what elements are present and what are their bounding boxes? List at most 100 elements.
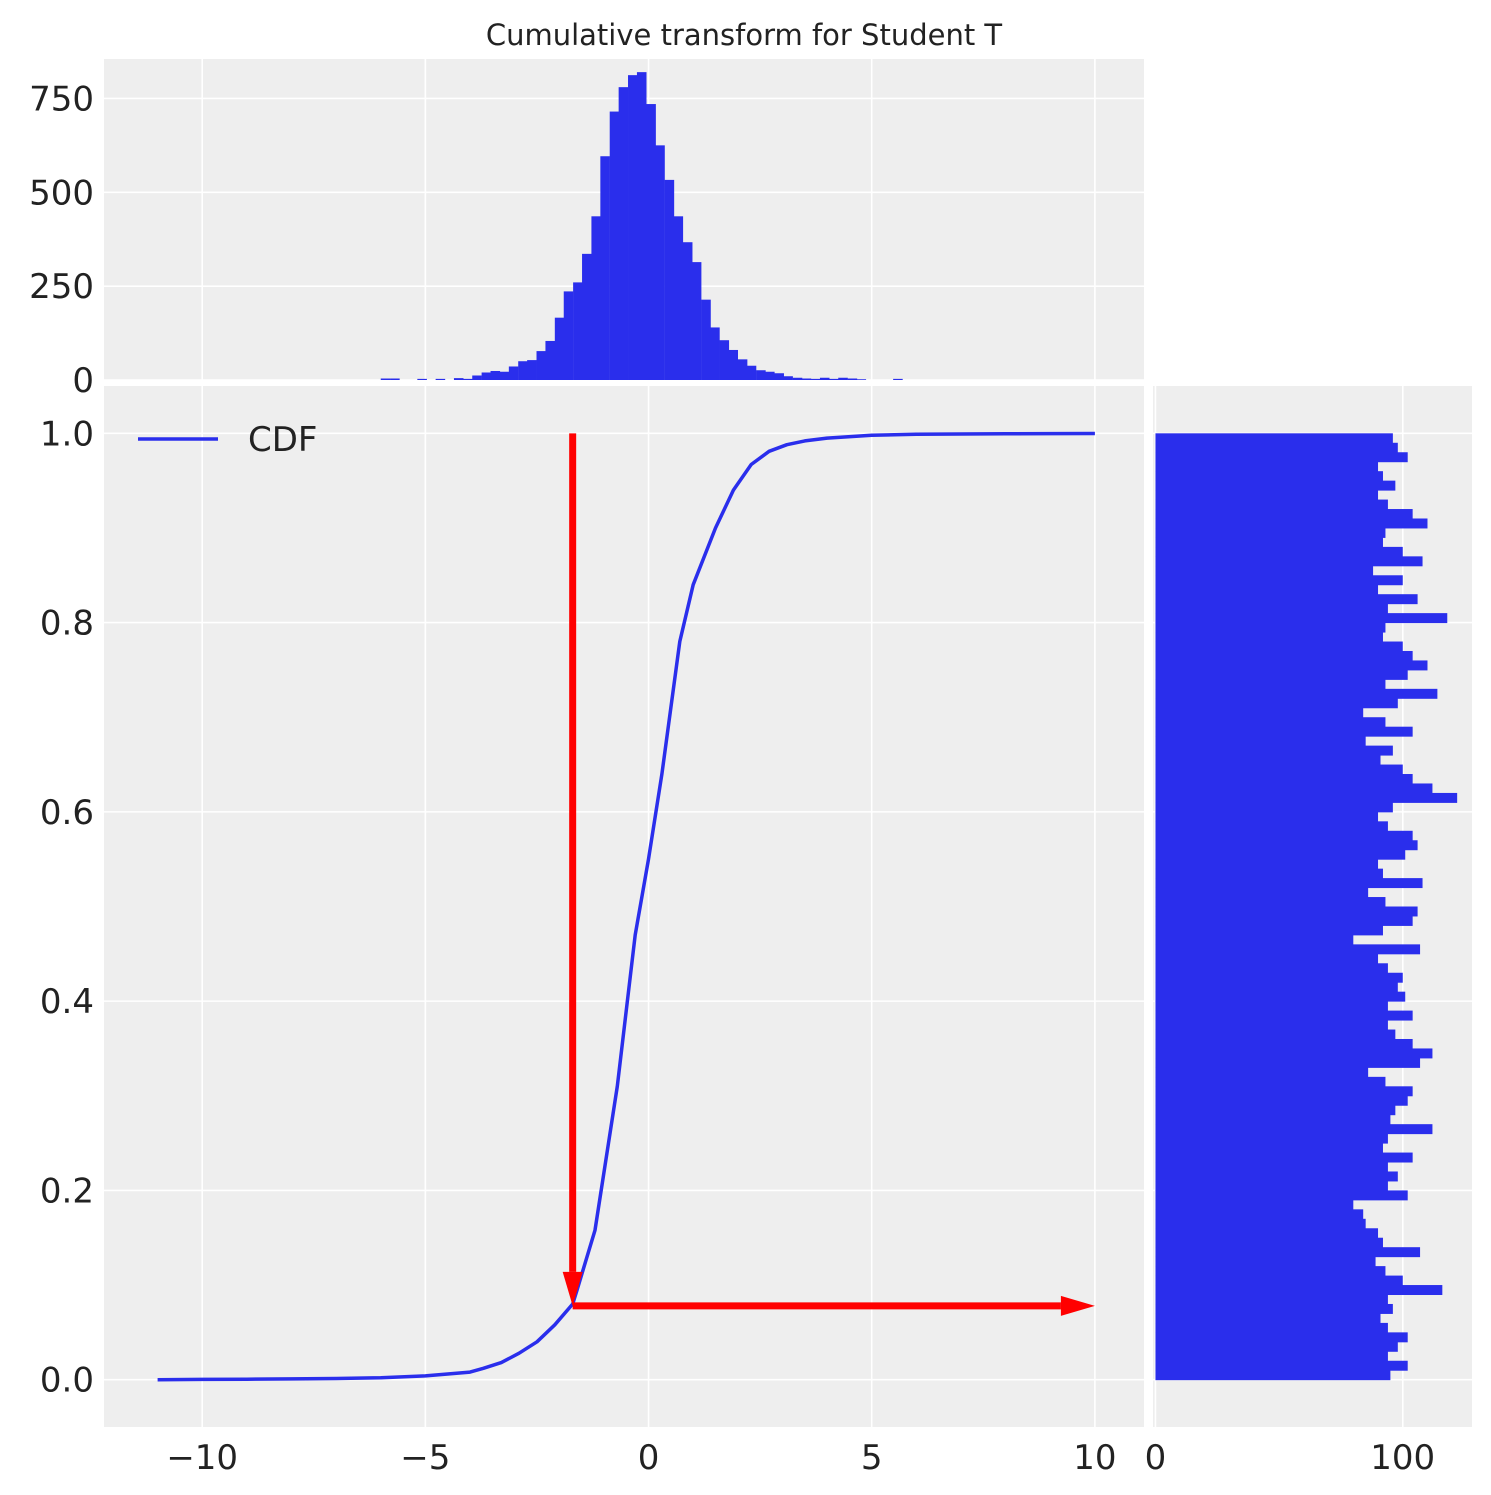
right-histogram-bar (1155, 1360, 1408, 1371)
top-histogram-bar (490, 370, 501, 380)
top-histogram-bar (518, 361, 528, 380)
right-histogram-bar (1155, 1048, 1433, 1059)
right-histogram-x-ticks: 0 100 (1145, 1438, 1436, 1478)
right-histogram-bar (1155, 1029, 1396, 1040)
right-histogram-bar (1155, 556, 1423, 567)
right-histogram-bar (1155, 1162, 1388, 1172)
right-histogram-bar (1155, 1105, 1396, 1116)
right-histogram-bar (1155, 1370, 1391, 1381)
right-histogram-bar (1155, 698, 1398, 709)
right-histogram-bar (1155, 1256, 1376, 1267)
top-histogram-bars (380, 72, 903, 380)
right-histogram-bar (1155, 1199, 1354, 1210)
right-histogram-bar (1155, 1332, 1408, 1343)
cdf-x-tick-label: 10 (1073, 1438, 1116, 1478)
right-histogram-bar (1155, 594, 1418, 605)
right-histogram-bar (1155, 982, 1398, 993)
top-histogram-bar (609, 111, 620, 380)
cdf-y-ticks: 0.0 0.2 0.4 0.6 0.8 1.0 (40, 414, 94, 1400)
top-histogram-bar (628, 75, 638, 380)
top-y-tick-label: 250 (29, 267, 94, 307)
right-histogram-bar (1155, 669, 1408, 680)
top-histogram-bar (563, 291, 574, 380)
right-histogram-bar (1155, 509, 1413, 519)
cdf-y-tick-label: 0.6 (40, 793, 94, 833)
right-histogram-bars (1155, 433, 1458, 1381)
right-histogram-bar (1155, 1303, 1393, 1314)
right-histogram-bar (1155, 575, 1403, 586)
right-histogram-bar (1155, 433, 1393, 444)
right-histogram-bar (1155, 1266, 1386, 1277)
right-histogram-bar (1155, 584, 1379, 595)
right-histogram-bar (1155, 925, 1383, 936)
top-histogram-bar (481, 372, 492, 380)
top-histogram-bar (527, 360, 537, 380)
top-histogram-bar (710, 327, 720, 380)
right-histogram-bar (1155, 1218, 1366, 1229)
cdf-line-layer (157, 431, 1095, 1382)
top-histogram-bar (582, 253, 592, 380)
top-histogram-bar (435, 378, 446, 380)
cdf-y-tick-label: 0.0 (40, 1361, 94, 1401)
right-histogram-bar (1155, 537, 1383, 548)
right-histogram-bar (1155, 1010, 1413, 1021)
right-histogram-bar (1155, 991, 1406, 1002)
top-histogram-bar (856, 379, 867, 380)
right-histogram-bar (1155, 1294, 1388, 1305)
right-histogram-bar (1155, 1038, 1413, 1049)
arrow-layer (562, 433, 1095, 1316)
top-histogram-bar (801, 378, 812, 380)
right-histogram-bar (1155, 688, 1438, 699)
right-histogram-bar (1155, 1247, 1421, 1258)
top-histogram-bar (682, 242, 693, 380)
legend: CDF (138, 420, 317, 460)
arrow-head-0 (562, 1271, 583, 1306)
top-histogram-bar (829, 378, 839, 380)
top-histogram-bar (600, 156, 610, 380)
right-histogram-bar (1155, 821, 1388, 832)
top-histogram-bar (774, 373, 784, 380)
right-histogram-bar (1155, 650, 1413, 661)
top-histogram-bar (673, 216, 684, 380)
top-histogram-bar (618, 87, 629, 380)
right-histogram-bar (1155, 878, 1423, 889)
chart-title: Cumulative transform for Student T (486, 18, 1003, 52)
right-histogram-bar (1155, 783, 1433, 794)
right-histogram-bar (1155, 745, 1393, 756)
top-histogram-panel: 0 250 500 750 (29, 59, 1144, 401)
cdf-y-tick-label: 0.4 (40, 982, 94, 1022)
right-histogram-panel: 0 100 (1145, 386, 1472, 1478)
right-histogram-bar (1155, 887, 1369, 898)
right-histogram-bar (1155, 1228, 1379, 1239)
cdf-grid (104, 386, 1144, 1427)
right-histogram-bar (1155, 480, 1396, 491)
top-histogram-bar (893, 378, 903, 380)
top-histogram-bar (591, 216, 601, 380)
cdf-panel: 0.0 0.2 0.4 0.6 0.8 1.0 −10 −5 0 5 10 CDF (40, 386, 1144, 1478)
top-histogram-bar (792, 377, 803, 380)
top-histogram-bar (783, 376, 793, 380)
top-histogram-bar (691, 262, 702, 380)
right-histogram-bar (1155, 736, 1366, 747)
right-histogram-bar (1155, 1124, 1433, 1135)
top-histogram-bar (536, 351, 547, 380)
right-histogram-bar (1155, 518, 1428, 529)
right-histogram-bar (1155, 1341, 1398, 1352)
right-histogram-bar (1155, 963, 1388, 974)
top-histogram-bar (701, 299, 711, 380)
right-x-tick-label: 100 (1370, 1438, 1435, 1478)
cdf-line (157, 431, 1095, 1382)
right-histogram-bar (1155, 1114, 1391, 1125)
right-histogram-bar (1155, 641, 1403, 652)
cdf-background (104, 386, 1144, 1427)
top-histogram-bar (838, 377, 848, 380)
right-histogram-bar (1155, 1171, 1398, 1182)
right-histogram-bar (1155, 934, 1354, 945)
right-histogram-bar (1155, 565, 1374, 576)
right-histogram-bar (1155, 1285, 1443, 1296)
top-histogram-bar (390, 378, 400, 380)
right-histogram-bar (1155, 679, 1386, 690)
cdf-x-tick-label: 5 (861, 1438, 883, 1478)
top-histogram-bar (380, 378, 391, 380)
top-histogram-bar (811, 378, 821, 380)
